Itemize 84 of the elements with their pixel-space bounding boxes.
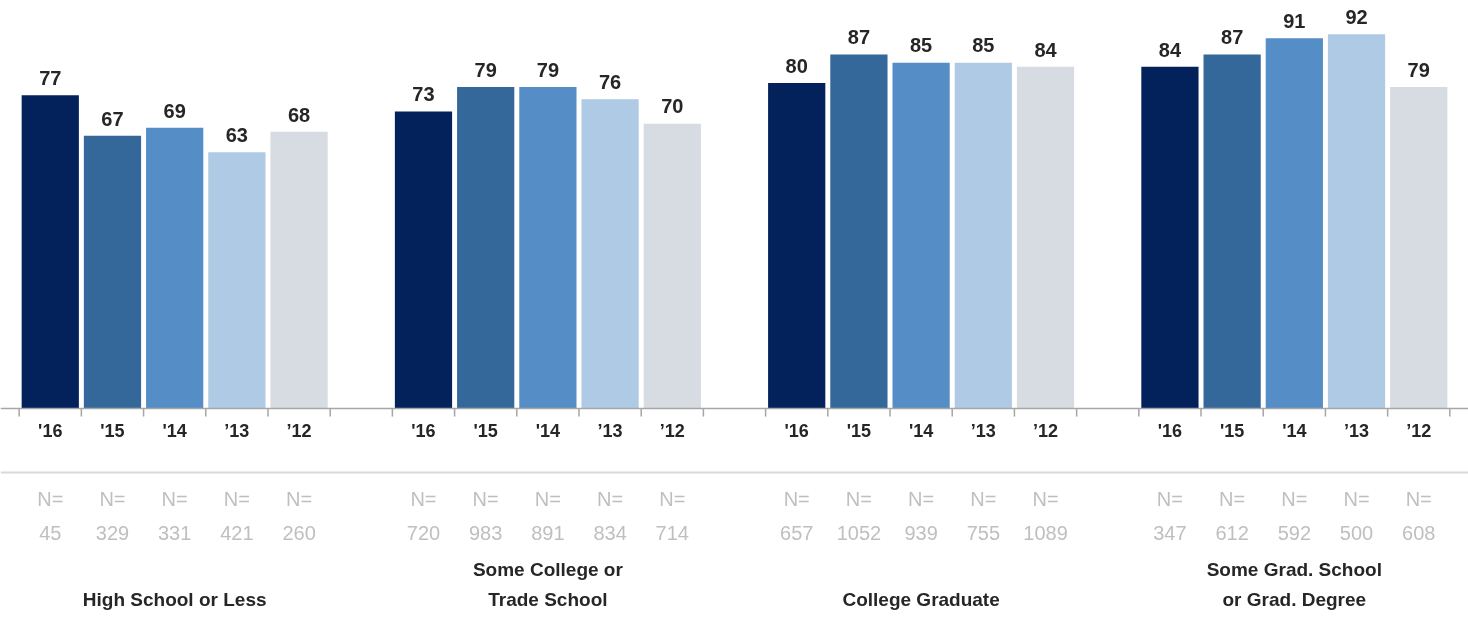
x-tick-label: College Graduate — [842, 589, 1000, 611]
bar — [394, 111, 453, 409]
x-tick-label: Some College or Trade School — [472, 558, 624, 611]
text: '14 — [908, 420, 934, 441]
bar — [270, 131, 328, 409]
data-label: 77 — [39, 67, 62, 89]
series-label: '16 — [38, 420, 63, 441]
text: N= 592 — [1277, 487, 1312, 545]
text: ’12 — [1406, 420, 1432, 441]
bar — [954, 62, 1012, 409]
text: N= 612 — [1215, 487, 1249, 545]
data-label: 85 — [909, 34, 933, 57]
text: N= 329 — [95, 487, 130, 545]
text: '16 — [411, 420, 436, 441]
text: '15 — [846, 420, 872, 441]
data-label: 76 — [598, 71, 622, 94]
text: '15 — [1219, 420, 1245, 441]
series-label: '15 — [100, 420, 125, 441]
text: N= 500 — [1339, 487, 1374, 545]
data-label: 63 — [225, 123, 248, 146]
data-label: 92 — [1345, 5, 1368, 28]
bar — [643, 123, 701, 409]
text: '16 — [784, 420, 809, 441]
bar — [1390, 87, 1448, 409]
data-label: 73 — [412, 83, 435, 106]
data-label: 91 — [1283, 10, 1306, 33]
data-label: 67 — [101, 107, 124, 130]
text: N= 834 — [593, 487, 627, 545]
bar — [768, 82, 826, 409]
text: ’13 — [1344, 420, 1370, 441]
bar — [519, 87, 577, 409]
text: N= 939 — [904, 487, 938, 545]
data-label: 84 — [1034, 38, 1058, 61]
text: ’13 — [597, 420, 623, 441]
bar — [83, 135, 142, 409]
bar — [581, 99, 639, 409]
text: N= 720 — [406, 487, 441, 545]
data-label: 68 — [287, 103, 311, 126]
text: '14 — [535, 420, 561, 441]
bar — [457, 87, 515, 409]
text: N= 260 — [282, 487, 316, 545]
text: N= 891 — [531, 487, 565, 545]
text: N= 347 — [1153, 487, 1187, 545]
bar — [21, 95, 79, 409]
text: ’12 — [659, 420, 685, 441]
bar — [1327, 34, 1386, 409]
text: '14 — [1282, 420, 1307, 441]
x-tick-label: Some Grad. School or Grad. Degree — [1206, 558, 1382, 611]
text: ’12 — [1033, 420, 1059, 441]
bar — [830, 54, 888, 409]
text: '15 — [473, 420, 498, 441]
bar — [892, 62, 950, 409]
data-label: 79 — [474, 58, 497, 81]
data-label: 87 — [1221, 26, 1244, 49]
bar — [1203, 54, 1261, 409]
text: N= 421 — [220, 487, 254, 545]
data-label: 87 — [847, 26, 871, 49]
text: N= 608 — [1402, 487, 1436, 545]
x-tick-label: High School or Less — [82, 589, 267, 611]
data-label: 69 — [163, 99, 186, 122]
text: N= 1052 — [836, 487, 882, 545]
bar — [1141, 66, 1199, 409]
data-label: 79 — [536, 58, 560, 81]
text: N= 45 — [37, 487, 64, 545]
bar — [208, 152, 266, 409]
text: N= 983 — [469, 487, 503, 545]
bar — [1016, 66, 1075, 409]
text: N= 657 — [780, 487, 814, 545]
text: N= 331 — [157, 487, 192, 545]
data-label: 79 — [1407, 58, 1430, 81]
series-label: ’13 — [224, 420, 250, 441]
data-label: 70 — [661, 95, 684, 118]
text: N= 1089 — [1023, 487, 1068, 545]
text: ’13 — [970, 420, 996, 441]
text: '16 — [1157, 420, 1183, 441]
bar — [1265, 38, 1323, 409]
data-label: 84 — [1158, 38, 1182, 61]
data-label: 85 — [972, 34, 995, 57]
text: N= 755 — [966, 487, 1000, 545]
series-label: '14 — [162, 420, 187, 441]
series-label: ’12 — [286, 420, 312, 441]
bar — [146, 127, 204, 409]
text: N= 714 — [655, 487, 689, 545]
data-label: 80 — [785, 54, 808, 77]
